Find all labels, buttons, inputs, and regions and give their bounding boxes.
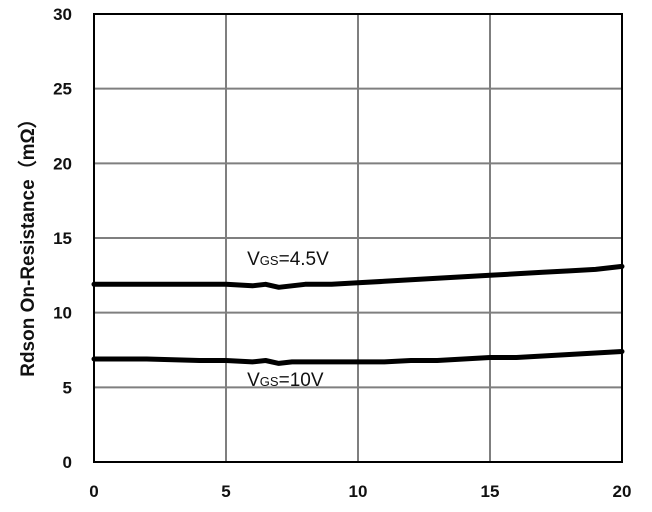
annotation-label-0: VGS=4.5V [247, 249, 329, 270]
y-tick-label-25: 25 [53, 80, 72, 99]
x-tick-label-15: 15 [481, 482, 500, 501]
x-tick-label-10: 10 [349, 482, 368, 501]
y-tick-label-5: 5 [63, 378, 72, 397]
annotation-label-1: VGS=10V [247, 370, 324, 391]
y-tick-label-0: 0 [63, 453, 72, 472]
series-lines [91, 263, 625, 366]
plot-border [93, 13, 623, 463]
x-tick-label-0: 0 [89, 482, 98, 501]
series-line-1 [91, 349, 625, 366]
grid-lines [94, 14, 622, 462]
tick-labels: 0 5 10 15 20 0 5 10 15 20 25 30 [53, 5, 631, 501]
series-line-0 [91, 263, 625, 290]
y-tick-label-10: 10 [53, 304, 72, 323]
plot-frame [93, 13, 623, 463]
x-tick-label-20: 20 [613, 482, 632, 501]
x-tick-label-5: 5 [221, 482, 230, 501]
y-tick-label-20: 20 [53, 154, 72, 173]
annotations: VGS=4.5V VGS=10V [247, 249, 329, 391]
y-tick-label-30: 30 [53, 5, 72, 24]
y-tick-label-15: 15 [53, 229, 72, 248]
y-axis-label: Rdson On-Resistance（mΩ） [16, 109, 39, 377]
